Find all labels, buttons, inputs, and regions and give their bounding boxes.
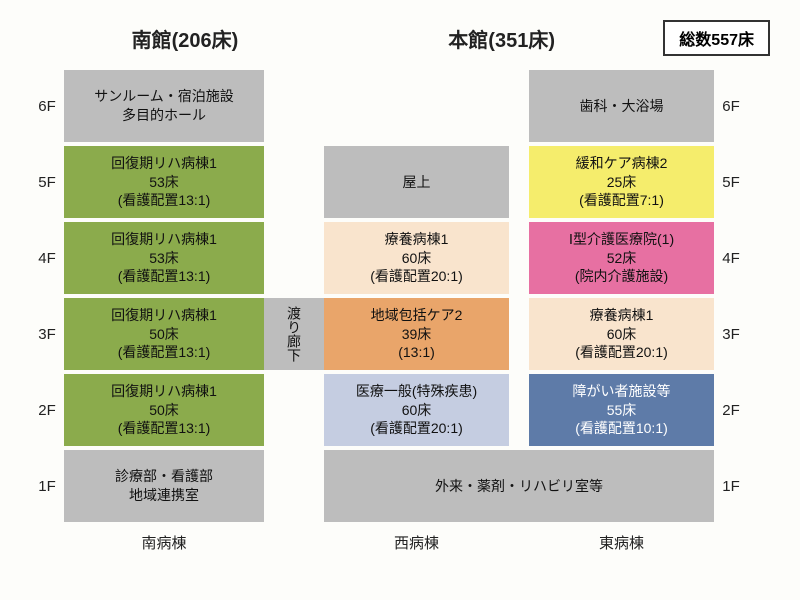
cell-line: (看護配置20:1) — [370, 419, 463, 438]
gap — [509, 298, 529, 370]
east-6f: 歯科・大浴場 — [529, 70, 714, 142]
footer-west: 西病棟 — [324, 532, 509, 553]
cell-line: 60床 — [402, 249, 432, 268]
cell-line: (院内介護施設) — [575, 267, 668, 286]
cell-line: 屋上 — [403, 173, 431, 192]
cell-line: Ⅰ型介護医療院(1) — [569, 230, 674, 249]
cell-line: 50床 — [149, 325, 179, 344]
gap — [509, 222, 529, 294]
gap — [264, 450, 324, 522]
gap — [264, 374, 324, 446]
cell-line: 外来・薬剤・リハビリ室等 — [435, 477, 603, 496]
gap — [509, 374, 529, 446]
cell-line: (看護配置13:1) — [118, 419, 211, 438]
footer-east: 東病棟 — [529, 532, 714, 553]
cell-line: (看護配置13:1) — [118, 343, 211, 362]
cell-line: 回復期リハ病棟1 — [111, 306, 217, 325]
south-5f: 回復期リハ病棟153床(看護配置13:1) — [64, 146, 264, 218]
cell-line: (看護配置7:1) — [579, 191, 664, 210]
main-building-title: 本館(351床) — [340, 24, 663, 53]
cell-line: 歯科・大浴場 — [580, 97, 664, 116]
footer-row: 南病棟 西病棟 東病棟 — [30, 532, 770, 553]
south-4f: 回復期リハ病棟153床(看護配置13:1) — [64, 222, 264, 294]
cell-line: (看護配置13:1) — [118, 267, 211, 286]
cell-line: 地域包括ケア2 — [371, 306, 463, 325]
floor-label-right: 1F — [714, 450, 748, 522]
west-2f: 医療一般(特殊疾患)60床(看護配置20:1) — [324, 374, 509, 446]
south-building-title: 南館(206床) — [70, 24, 300, 53]
west-4f: 療養病棟160床(看護配置20:1) — [324, 222, 509, 294]
cell-line: 53床 — [149, 249, 179, 268]
gap — [509, 146, 529, 218]
cell-line: 障がい者施設等 — [573, 382, 671, 401]
cell-line: 25床 — [607, 173, 637, 192]
floor-label-left: 3F — [30, 298, 64, 370]
south-3f: 回復期リハ病棟150床(看護配置13:1) — [64, 298, 264, 370]
cell-line: 回復期リハ病棟1 — [111, 230, 217, 249]
floor-label-right: 4F — [714, 222, 748, 294]
cell-line: 回復期リハ病棟1 — [111, 382, 217, 401]
south-6f: サンルーム・宿泊施設多目的ホール — [64, 70, 264, 142]
cell-line: 52床 — [607, 249, 637, 268]
east-5f: 緩和ケア病棟225床(看護配置7:1) — [529, 146, 714, 218]
cell-line: 療養病棟1 — [590, 306, 654, 325]
cell-line: (13:1) — [398, 343, 435, 362]
floor-label-left: 6F — [30, 70, 64, 142]
cell-line: 60床 — [402, 401, 432, 420]
floor-label-left: 4F — [30, 222, 64, 294]
floor-label-right: 2F — [714, 374, 748, 446]
cell-line: 50床 — [149, 401, 179, 420]
cell-line: 多目的ホール — [122, 106, 206, 125]
cell-line: 医療一般(特殊疾患) — [356, 382, 477, 401]
west-6f-empty — [324, 70, 509, 142]
floor-label-right: 5F — [714, 146, 748, 218]
cell-line: 地域連携室 — [129, 486, 199, 505]
east-3f: 療養病棟160床(看護配置20:1) — [529, 298, 714, 370]
cell-line: (看護配置20:1) — [370, 267, 463, 286]
cell-line: (看護配置10:1) — [575, 419, 668, 438]
footer-south: 南病棟 — [64, 532, 264, 553]
corridor: 渡り廊下 — [264, 298, 324, 370]
cell-line: 55床 — [607, 401, 637, 420]
east-2f: 障がい者施設等55床(看護配置10:1) — [529, 374, 714, 446]
west-3f: 地域包括ケア239床(13:1) — [324, 298, 509, 370]
cell-line: サンルーム・宿泊施設 — [94, 87, 234, 106]
cell-line: 回復期リハ病棟1 — [111, 154, 217, 173]
cell-line: 緩和ケア病棟2 — [576, 154, 668, 173]
cell-line: 39床 — [402, 325, 432, 344]
building-grid: 6F サンルーム・宿泊施設多目的ホール 歯科・大浴場 6F 5F 回復期リハ病棟… — [30, 70, 770, 522]
cell-line: 53床 — [149, 173, 179, 192]
west-5f: 屋上 — [324, 146, 509, 218]
gap — [264, 222, 324, 294]
cell-line: (看護配置13:1) — [118, 191, 211, 210]
main-1f: 外来・薬剤・リハビリ室等 — [324, 450, 714, 522]
east-4f: Ⅰ型介護医療院(1)52床(院内介護施設) — [529, 222, 714, 294]
floor-label-left: 5F — [30, 146, 64, 218]
floor-label-right: 6F — [714, 70, 748, 142]
floor-label-left: 1F — [30, 450, 64, 522]
south-1f: 診療部・看護部地域連携室 — [64, 450, 264, 522]
gap — [264, 70, 324, 142]
header-row: 南館(206床) 本館(351床) 総数557床 — [30, 20, 770, 56]
gap — [264, 146, 324, 218]
south-2f: 回復期リハ病棟150床(看護配置13:1) — [64, 374, 264, 446]
gap — [509, 70, 529, 142]
cell-line: (看護配置20:1) — [575, 343, 668, 362]
total-beds-box: 総数557床 — [663, 20, 770, 56]
floor-label-right: 3F — [714, 298, 748, 370]
cell-line: 療養病棟1 — [385, 230, 449, 249]
cell-line: 診療部・看護部 — [115, 467, 213, 486]
cell-line: 60床 — [607, 325, 637, 344]
floor-label-left: 2F — [30, 374, 64, 446]
